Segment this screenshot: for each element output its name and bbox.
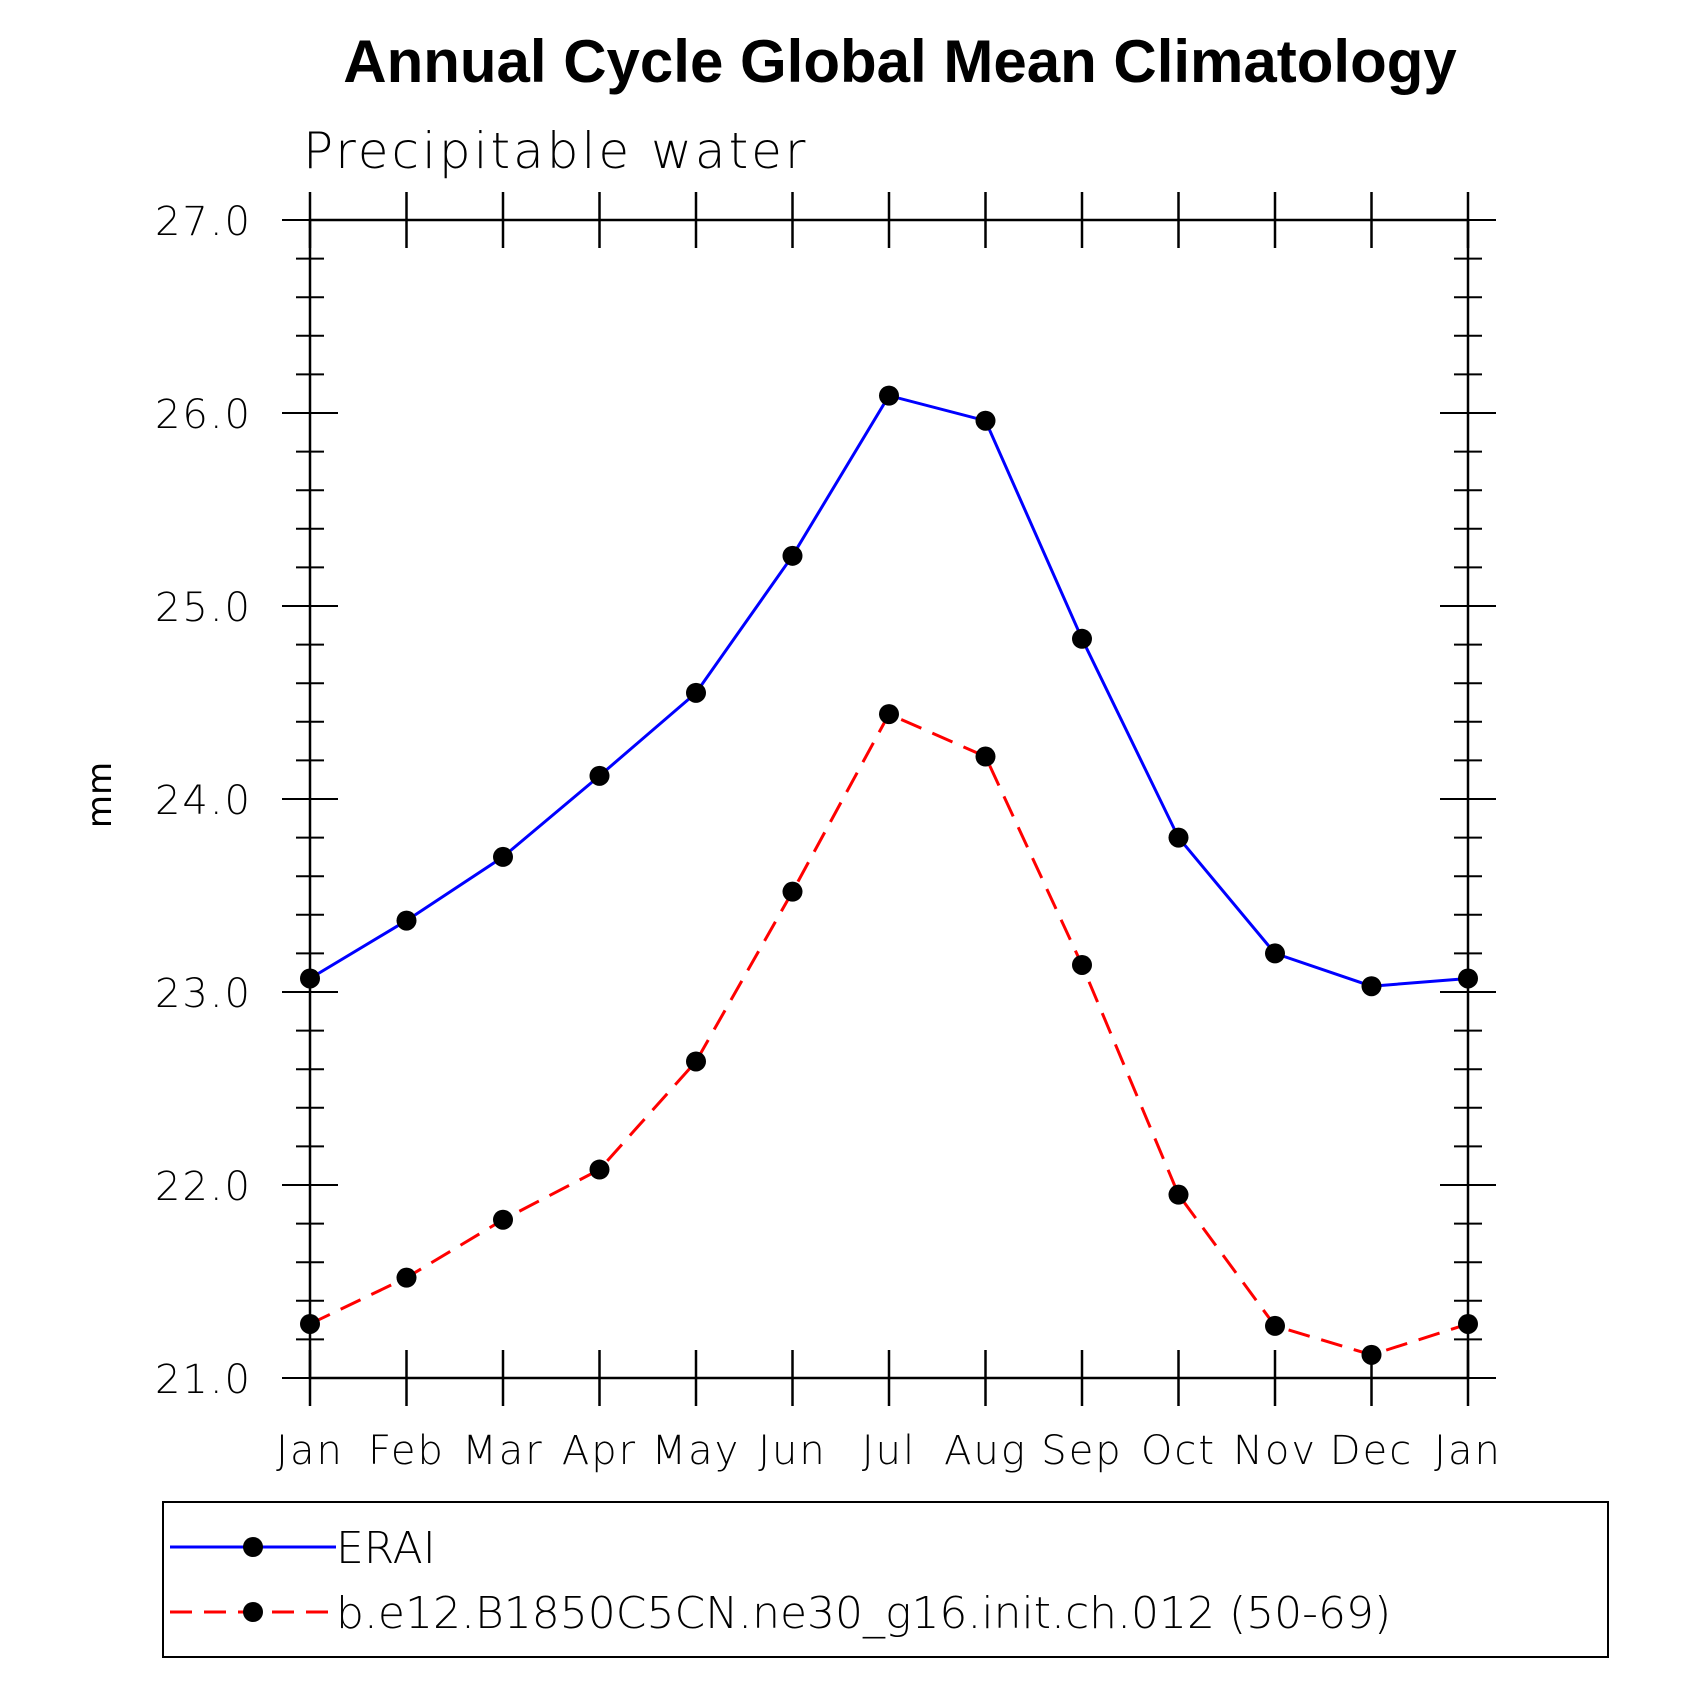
data-point <box>300 968 320 989</box>
y-tick-label: 24.0 <box>155 778 252 824</box>
data-point <box>396 1267 417 1288</box>
x-tick-label: Apr <box>562 1428 637 1474</box>
data-point <box>1265 943 1285 964</box>
x-tick-label: Aug <box>944 1428 1027 1474</box>
chart-title: Annual Cycle Global Mean Climatology <box>343 28 1457 95</box>
x-tick-label: Sep <box>1041 1428 1122 1474</box>
x-tick-label: Jan <box>1434 1428 1502 1474</box>
series-0 <box>300 385 1478 997</box>
data-point <box>493 846 513 867</box>
series-layer <box>300 385 1478 1365</box>
data-point <box>1361 976 1382 997</box>
data-point <box>493 1209 513 1230</box>
y-tick-label: 27.0 <box>155 199 252 245</box>
y-tick-label: 25.0 <box>155 585 252 631</box>
data-point <box>1168 1184 1189 1205</box>
x-tick-label: Mar <box>462 1428 543 1474</box>
y-tick-label: 26.0 <box>155 392 252 438</box>
legend-label-erai: ERAI <box>336 1523 436 1574</box>
data-point <box>1168 827 1189 848</box>
x-tick-label: Nov <box>1233 1428 1317 1474</box>
data-point <box>396 910 417 931</box>
data-point <box>686 1051 706 1072</box>
data-point <box>879 385 899 406</box>
data-point <box>879 704 899 725</box>
data-point <box>686 682 706 703</box>
series-line-1 <box>309 712 1469 1357</box>
data-point <box>1458 968 1478 989</box>
legend: ERAI b.e12.B1850C5CN.ne30_g16.init.ch.01… <box>162 1501 1609 1658</box>
legend-marker-erai <box>243 1537 263 1557</box>
axes: Jan Feb Mar Apr May Jun Jul Aug Sep Oct Nov Dec Jan 2… <box>155 192 1502 1474</box>
data-point <box>589 1159 610 1180</box>
data-point <box>1458 1313 1478 1334</box>
legend-box <box>162 1501 1609 1658</box>
data-point <box>300 1313 320 1334</box>
legend-marker-model <box>243 1602 263 1622</box>
x-tick-label: Oct <box>1141 1428 1216 1474</box>
data-point <box>975 410 996 431</box>
data-point <box>782 881 803 902</box>
y-axis-label: mm <box>80 762 120 828</box>
x-tick-label: Jan <box>276 1428 344 1474</box>
data-point <box>975 746 996 767</box>
data-point <box>782 545 803 566</box>
data-point <box>1072 628 1092 649</box>
data-point <box>1361 1344 1382 1365</box>
y-tick-label: 23.0 <box>155 971 252 1017</box>
data-point <box>589 765 610 786</box>
x-tick-label: May <box>652 1428 741 1474</box>
x-tick-label: Jun <box>758 1428 827 1474</box>
legend-label-model: b.e12.B1850C5CN.ne30_g16.init.ch.012 (50… <box>336 1588 1391 1639</box>
data-point <box>1265 1315 1285 1336</box>
y-tick-label: 21.0 <box>155 1357 252 1403</box>
chart-subtitle: Precipitable water <box>303 122 809 180</box>
x-tick-label: Jul <box>862 1428 916 1474</box>
x-tick-label: Feb <box>368 1428 445 1474</box>
x-tick-label: Dec <box>1330 1428 1413 1474</box>
series-1 <box>300 704 1478 1365</box>
data-point <box>1072 954 1092 975</box>
series-line-0 <box>309 393 1469 988</box>
y-tick-label: 22.0 <box>155 1164 252 1210</box>
